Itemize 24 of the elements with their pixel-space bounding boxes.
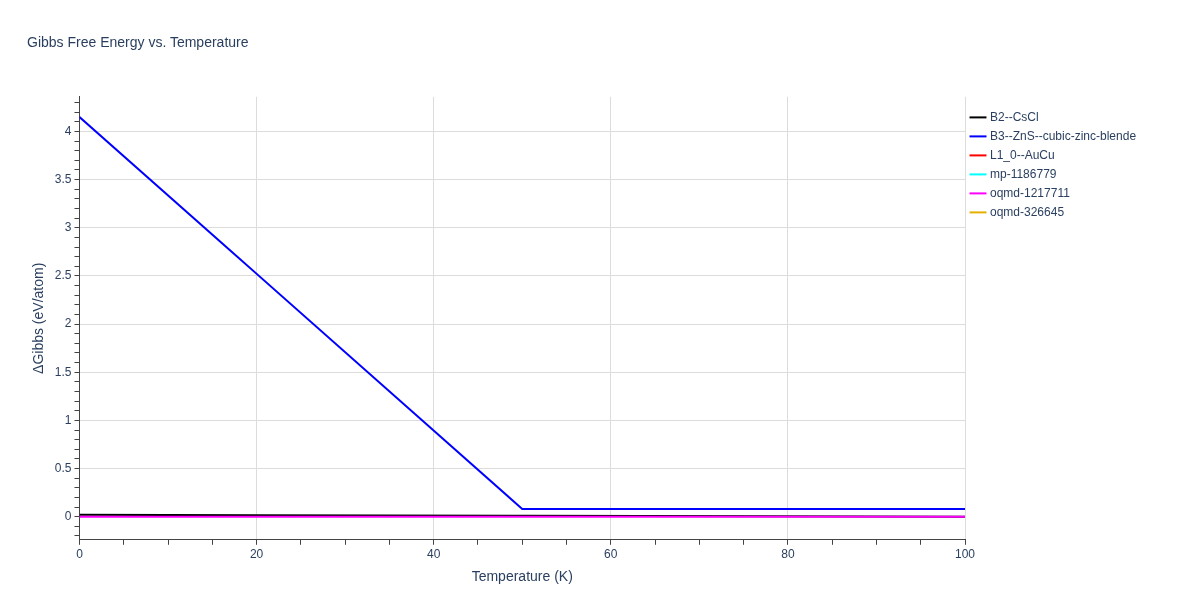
- x-tick-label: 20: [249, 547, 264, 562]
- legend-label: B3--ZnS--cubic-zinc-blende: [990, 128, 1137, 143]
- legend-label: oqmd-1217711: [990, 185, 1071, 200]
- y-tick-label: 2.5: [54, 268, 72, 283]
- legend-label: B2--CsCl: [990, 109, 1039, 124]
- y-tick-label: 1: [64, 412, 72, 427]
- y-tick-label: 1.5: [54, 364, 72, 379]
- x-axis-title: Temperature (K): [471, 568, 573, 585]
- x-tick-label: 80: [781, 547, 795, 562]
- y-tick-label: 3: [64, 220, 72, 235]
- legend-label: oqmd-326645: [990, 204, 1065, 219]
- x-tick-label: 60: [604, 547, 618, 562]
- x-tick-label: 0: [76, 547, 84, 562]
- chart-title: Gibbs Free Energy vs. Temperature: [27, 34, 249, 51]
- y-tick-label: 3.5: [54, 171, 72, 186]
- y-tick-label: 4: [64, 123, 72, 138]
- y-tick-label: 0.5: [54, 460, 72, 475]
- x-tick-label: 100: [954, 547, 976, 562]
- legend-label: mp-1186779: [990, 166, 1057, 181]
- legend-label: L1_0--AuCu: [990, 147, 1055, 162]
- y-tick-label: 2: [64, 316, 72, 331]
- y-tick-label: 0: [64, 509, 72, 523]
- x-tick-label: 40: [427, 547, 441, 562]
- y-axis-title: ΔGibbs (eV/atom): [30, 262, 47, 374]
